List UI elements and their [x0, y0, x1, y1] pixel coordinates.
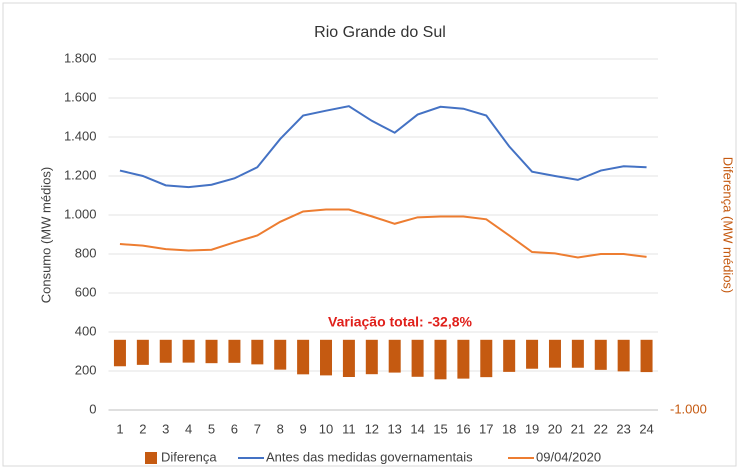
bar: [297, 339, 310, 375]
bar: [548, 339, 561, 368]
annotation: Variação total: -32,8%: [328, 314, 473, 330]
bar: [182, 339, 195, 363]
bar: [640, 339, 653, 373]
y-tick-label: 1.000: [64, 206, 97, 221]
bar: [320, 339, 333, 376]
y-axis-label: Consumo (MW médios): [38, 167, 53, 304]
bar: [617, 339, 630, 372]
bar: [228, 339, 241, 363]
y-tick-label: 600: [75, 284, 97, 299]
x-tick-label: 10: [319, 421, 333, 436]
y-tick-label: 1.200: [64, 167, 97, 182]
bar: [457, 339, 470, 379]
bar: [503, 339, 516, 372]
x-tick-label: 5: [208, 421, 215, 436]
x-tick-label: 17: [479, 421, 493, 436]
legend-swatch: [145, 452, 157, 464]
bar: [251, 339, 264, 365]
x-tick-label: 15: [433, 421, 447, 436]
x-tick-label: 22: [594, 421, 608, 436]
x-tick-label: 20: [548, 421, 562, 436]
x-tick-label: 7: [254, 421, 261, 436]
x-tick-label: 14: [410, 421, 424, 436]
x-tick-label: 21: [571, 421, 585, 436]
x-tick-label: 2: [139, 421, 146, 436]
x-tick-label: 16: [456, 421, 470, 436]
bar: [136, 339, 149, 365]
legend-label: Diferença: [161, 449, 217, 464]
y-tick-label: 200: [75, 362, 97, 377]
chart-title: Rio Grande do Sul: [314, 24, 446, 41]
bar: [526, 339, 539, 369]
y-tick-label: 1.600: [64, 89, 97, 104]
x-tick-label: 3: [162, 421, 169, 436]
y-tick-label: 0: [89, 401, 96, 416]
x-tick-label: 19: [525, 421, 539, 436]
y-tick-label: 1.400: [64, 128, 97, 143]
x-tick-label: 4: [185, 421, 192, 436]
x-tick-label: 9: [299, 421, 306, 436]
y-tick-label: 400: [75, 323, 97, 338]
bar: [571, 339, 584, 368]
x-tick-label: 1: [116, 421, 123, 436]
y-tick-label: 800: [75, 245, 97, 260]
bar: [205, 339, 218, 364]
bar: [480, 339, 493, 378]
line: [119, 105, 647, 189]
bar: [594, 339, 607, 370]
x-tick-label: 12: [365, 421, 379, 436]
legend-label: 09/04/2020: [536, 449, 601, 464]
bar: [113, 339, 126, 367]
bar: [411, 339, 424, 377]
bar: [342, 339, 355, 378]
x-tick-label: 11: [342, 421, 356, 436]
bar: [159, 339, 172, 363]
y2-tick-label: -1.000: [670, 401, 707, 416]
x-tick-label: 24: [639, 421, 653, 436]
y2-axis-label: Diferença (MW médios): [721, 157, 736, 294]
x-tick-label: 8: [277, 421, 284, 436]
y-tick-label: 1.800: [64, 50, 97, 65]
x-tick-label: 6: [231, 421, 238, 436]
bar: [388, 339, 401, 373]
x-tick-label: 18: [502, 421, 516, 436]
x-tick-label: 23: [616, 421, 630, 436]
x-tick-label: 13: [387, 421, 401, 436]
legend-label: Antes das medidas governamentais: [266, 449, 473, 464]
bar: [365, 339, 378, 375]
bar: [434, 339, 447, 380]
bar: [274, 339, 287, 370]
line: [119, 208, 647, 259]
